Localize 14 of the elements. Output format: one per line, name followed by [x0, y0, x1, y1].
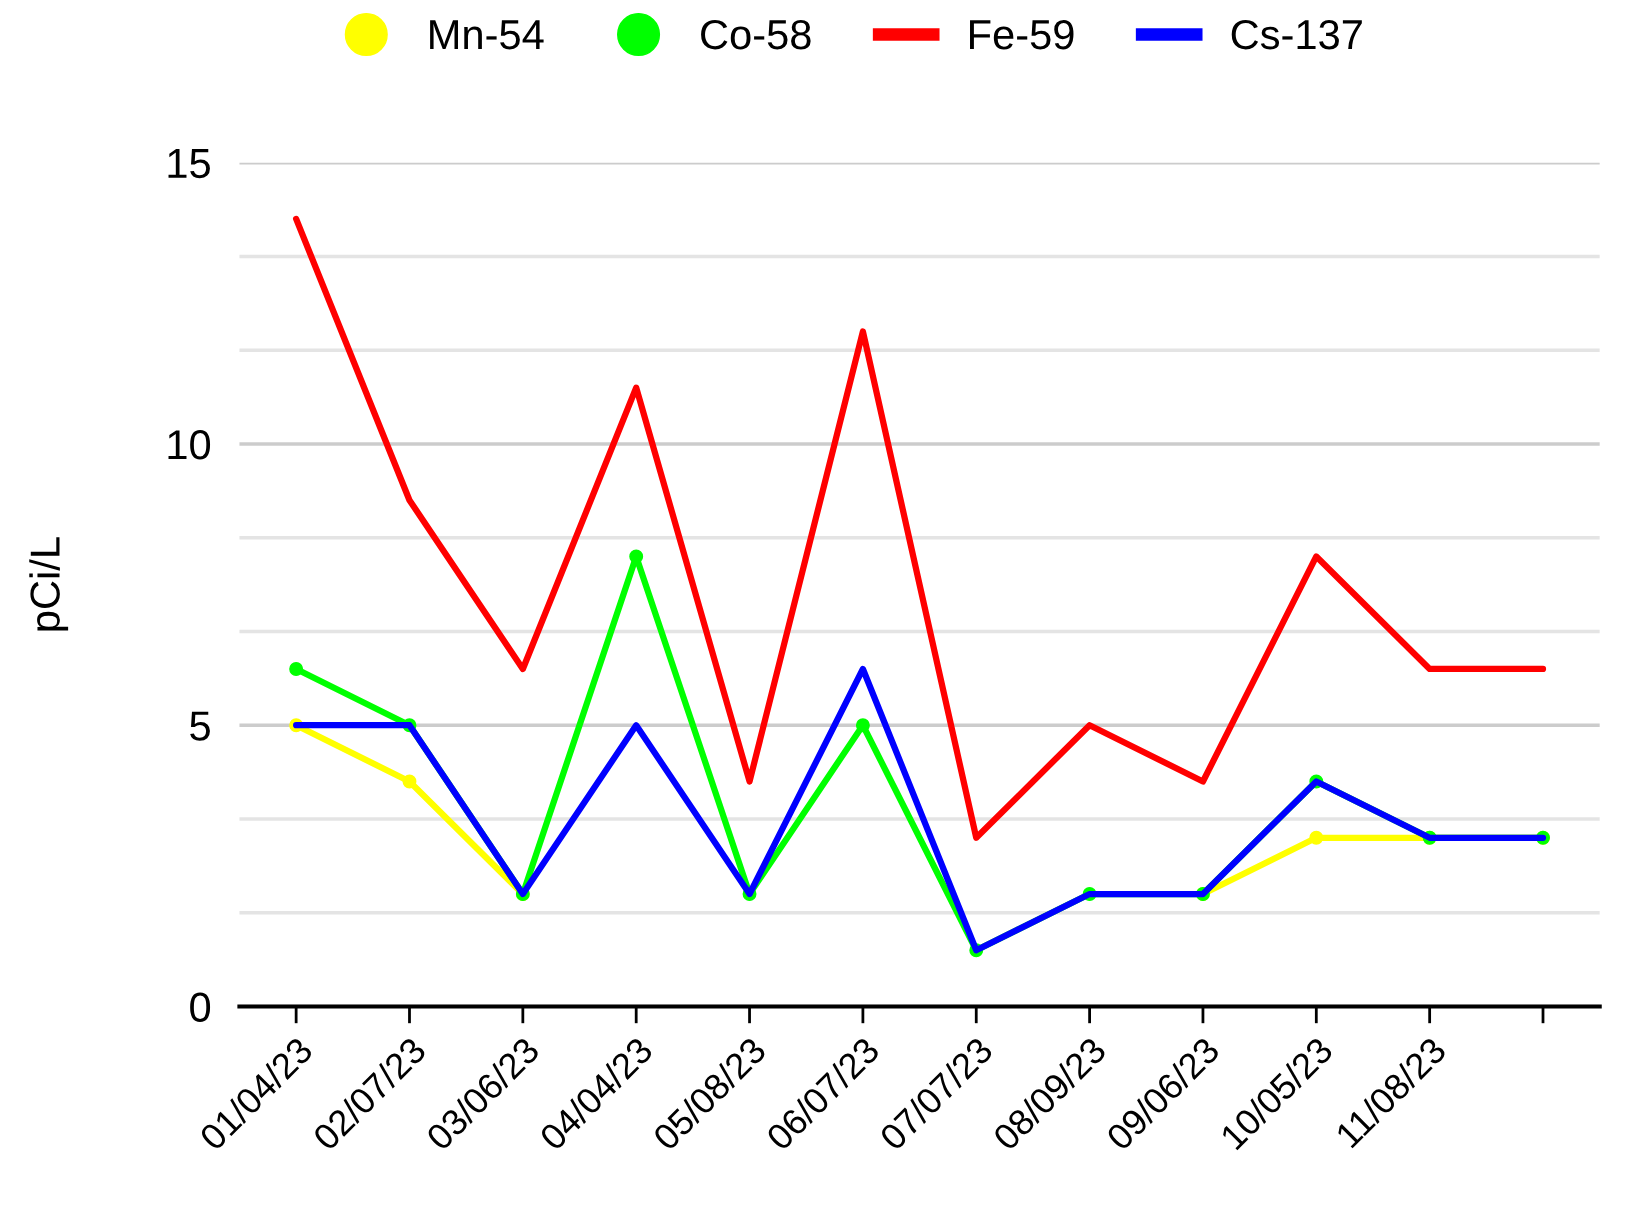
legend-label: Co-58: [701, 19, 811, 50]
legend-label: Mn-54: [430, 20, 544, 50]
y-tick-label: 15: [168, 149, 210, 179]
point: [855, 718, 870, 733]
y-tick-label: 0: [190, 992, 211, 1023]
point: [289, 662, 304, 676]
point: [1309, 830, 1324, 845]
y-tick-label: 5: [190, 711, 210, 741]
y-axis-title: pCi/L: [29, 537, 69, 631]
legend-label: Cs-137: [1231, 19, 1362, 50]
y-tick-label: 10: [168, 429, 211, 460]
point: [629, 549, 644, 564]
legend-label: Fe-59: [970, 19, 1074, 50]
point: [402, 774, 417, 789]
